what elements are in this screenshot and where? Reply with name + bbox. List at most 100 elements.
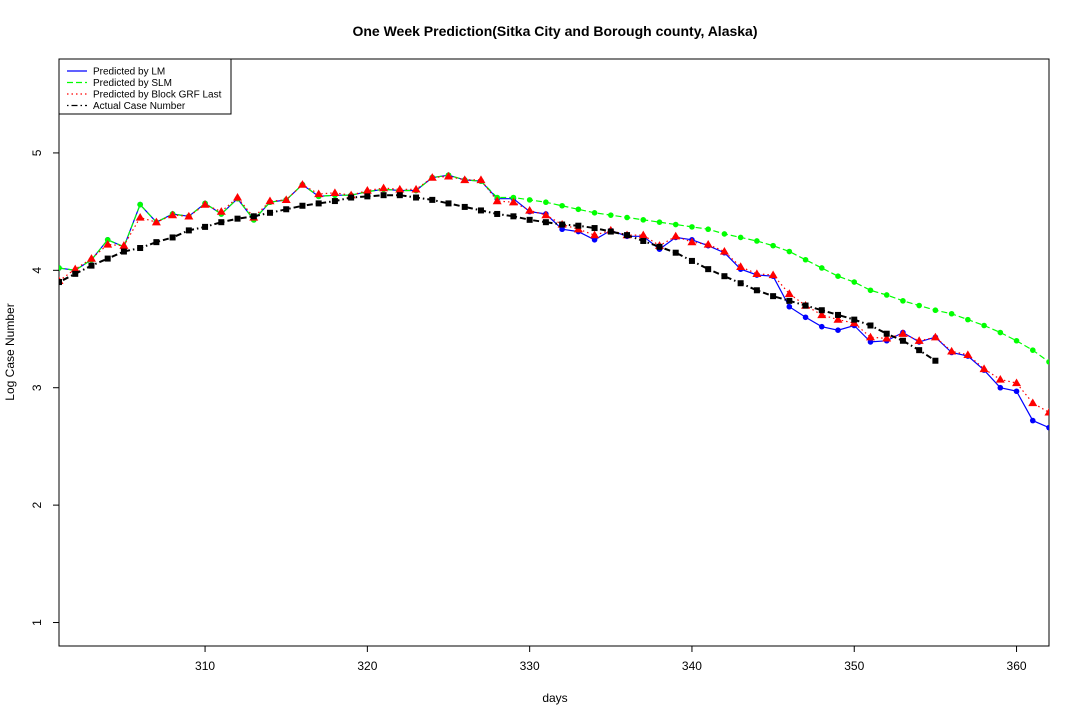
plot-area: 310 320 330 340 350 360 1 2 3 4 5 — [30, 58, 1050, 673]
data-point — [883, 330, 890, 337]
data-point — [510, 213, 517, 220]
data-point — [59, 279, 62, 286]
data-point — [86, 254, 96, 262]
data-point — [640, 237, 647, 244]
data-point — [624, 214, 630, 221]
data-point — [687, 237, 697, 246]
data-point — [753, 287, 760, 294]
x-tick-label: 320 — [357, 659, 377, 673]
data-point — [541, 210, 551, 219]
data-point — [72, 270, 79, 277]
x-tick-label: 330 — [520, 659, 540, 673]
data-point — [104, 236, 111, 243]
data-point — [817, 310, 827, 319]
data-point — [914, 336, 924, 344]
data-point — [265, 196, 275, 205]
data-point — [867, 287, 874, 294]
data-point — [768, 270, 778, 279]
data-point — [640, 217, 647, 223]
data-point — [979, 364, 989, 373]
data-point — [948, 310, 955, 317]
data-point — [200, 200, 210, 208]
y-tick-label: 5 — [30, 149, 44, 156]
data-point — [477, 207, 484, 214]
data-point — [672, 249, 679, 256]
series-layer — [59, 171, 1049, 431]
legend-entry: Predicted by SLM — [93, 78, 172, 89]
legend-entry: Predicted by Block GRF Last — [93, 90, 222, 101]
y-tick-label: 3 — [30, 384, 44, 391]
data-point — [543, 199, 549, 206]
data-point — [867, 322, 874, 329]
data-point — [689, 224, 695, 230]
data-point — [802, 302, 809, 309]
data-point — [137, 201, 143, 208]
data-point — [542, 219, 549, 226]
data-point — [624, 232, 631, 239]
data-point — [963, 350, 973, 358]
data-point — [411, 184, 421, 193]
data-point — [137, 245, 144, 252]
data-point — [754, 238, 760, 244]
data-point — [851, 279, 858, 285]
data-point — [331, 198, 338, 205]
data-point — [1046, 424, 1049, 431]
data-point — [135, 212, 145, 221]
data-point — [526, 197, 533, 203]
data-point — [721, 231, 728, 237]
x-tick-label: 310 — [195, 659, 215, 673]
x-tick-label: 340 — [682, 659, 702, 673]
legend-box — [58, 58, 232, 115]
data-point — [1028, 398, 1038, 407]
data-point — [216, 207, 226, 215]
data-point — [591, 209, 598, 216]
data-point — [818, 307, 825, 314]
data-point — [947, 346, 957, 355]
data-point — [900, 298, 906, 304]
data-point — [737, 280, 744, 287]
data-point — [120, 248, 127, 255]
data-point — [705, 226, 711, 233]
data-point — [802, 314, 809, 321]
data-point — [818, 323, 825, 330]
data-point — [835, 327, 841, 333]
data-point — [1029, 347, 1036, 353]
data-point — [233, 193, 243, 201]
data-point — [703, 239, 713, 248]
data-point — [59, 265, 62, 271]
data-point — [997, 329, 1004, 336]
data-point — [283, 206, 290, 213]
data-point — [770, 293, 777, 300]
data-point — [656, 219, 663, 225]
series-actual-case-number — [59, 192, 939, 364]
data-point — [396, 192, 403, 199]
data-point — [575, 222, 582, 229]
data-point — [104, 255, 111, 262]
data-point — [833, 315, 843, 323]
data-point — [525, 205, 535, 214]
data-point — [688, 257, 695, 264]
data-point — [932, 307, 939, 314]
data-point — [380, 192, 387, 199]
series-line — [59, 175, 1049, 413]
data-point — [1044, 407, 1049, 416]
legend-entry: Predicted by LM — [93, 67, 165, 78]
data-point — [348, 194, 355, 201]
data-point — [281, 195, 291, 204]
data-point — [607, 228, 614, 235]
data-point — [591, 225, 598, 232]
x-tick-label: 360 — [1007, 659, 1027, 673]
data-point — [510, 194, 517, 201]
data-point — [916, 347, 923, 354]
data-point — [427, 173, 437, 181]
data-point — [314, 189, 324, 198]
data-point — [1046, 359, 1049, 365]
data-point — [719, 247, 729, 255]
data-point — [851, 316, 858, 323]
data-point — [898, 329, 908, 337]
data-point — [997, 384, 1004, 391]
legend-entry: Actual Case Number — [93, 101, 186, 112]
data-point — [88, 262, 95, 269]
